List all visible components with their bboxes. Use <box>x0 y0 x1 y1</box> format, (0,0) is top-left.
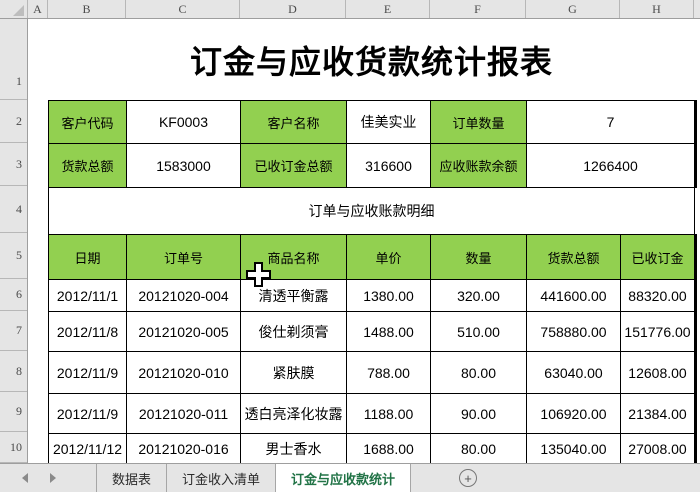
column-header-d[interactable]: D <box>240 0 346 18</box>
row-header-strip: 1 2 3 4 5 6 7 8 9 10 <box>0 19 28 463</box>
prev-sheet-icon[interactable] <box>22 473 28 483</box>
detail-cell[interactable]: 80.00 <box>431 352 526 393</box>
detail-cell[interactable]: 透白亮泽化妆露 <box>241 394 346 433</box>
detail-cell[interactable]: 20121020-011 <box>127 394 240 433</box>
summary-value[interactable]: 佳美实业 <box>347 101 430 143</box>
detail-cell[interactable]: 88320.00 <box>621 280 694 311</box>
summary-label[interactable]: 应收账款余额 <box>431 144 526 187</box>
summary-value[interactable]: 316600 <box>347 144 430 187</box>
detail-header-cell[interactable]: 数量 <box>431 235 526 279</box>
column-header-filler <box>694 0 700 18</box>
detail-cell[interactable]: 20121020-004 <box>127 280 240 311</box>
detail-header-cell[interactable]: 货款总额 <box>527 235 620 279</box>
detail-cell[interactable]: 2012/11/1 <box>49 280 126 311</box>
detail-cell[interactable]: 27008.00 <box>621 434 694 463</box>
sheet-tab-data[interactable]: 数据表 <box>96 464 166 492</box>
sheet-nav <box>0 464 96 492</box>
detail-cell[interactable]: 758880.00 <box>527 312 620 351</box>
select-all-triangle-icon <box>13 5 24 16</box>
summary-label[interactable]: 已收订金总额 <box>241 144 346 187</box>
row-header-10[interactable]: 10 <box>0 432 27 463</box>
detail-cell[interactable]: 135040.00 <box>527 434 620 463</box>
detail-cell[interactable]: 20121020-016 <box>127 434 240 463</box>
detail-cell[interactable]: 788.00 <box>347 352 430 393</box>
detail-cell[interactable]: 20121020-005 <box>127 312 240 351</box>
detail-table: 日期 订单号 商品名称 单价 数量 货款总额 已收订金 2012/11/1 20… <box>48 234 697 464</box>
detail-cell[interactable]: 清透平衡露 <box>241 280 346 311</box>
row-header-5[interactable]: 5 <box>0 233 27 279</box>
column-header-e[interactable]: E <box>346 0 430 18</box>
detail-cell[interactable]: 510.00 <box>431 312 526 351</box>
sheet-tab-deposit-income[interactable]: 订金收入清单 <box>166 464 275 492</box>
row-header-9[interactable]: 9 <box>0 392 27 432</box>
summary-value[interactable]: 7 <box>527 101 694 143</box>
sheet-tab-deposit-receivable-stats[interactable]: 订金与应收款统计 <box>275 464 412 492</box>
row-header-2[interactable]: 2 <box>0 100 27 143</box>
detail-cell[interactable]: 12608.00 <box>621 352 694 393</box>
detail-cell[interactable]: 2012/11/12 <box>49 434 126 463</box>
detail-header-cell[interactable]: 已收订金 <box>621 235 694 279</box>
summary-label[interactable]: 客户名称 <box>241 101 346 143</box>
plus-icon: + <box>459 469 478 487</box>
detail-cell[interactable]: 106920.00 <box>527 394 620 433</box>
detail-cell[interactable]: 151776.00 <box>621 312 694 351</box>
detail-cell[interactable]: 2012/11/9 <box>49 394 126 433</box>
detail-cell[interactable]: 男士香水 <box>241 434 346 463</box>
row-header-1[interactable]: 1 <box>0 19 27 100</box>
detail-cell[interactable]: 1380.00 <box>347 280 430 311</box>
select-all-corner[interactable] <box>0 0 28 18</box>
row-header-8[interactable]: 8 <box>0 351 27 392</box>
column-header-f[interactable]: F <box>430 0 526 18</box>
detail-cell[interactable]: 1188.00 <box>347 394 430 433</box>
detail-cell[interactable]: 21384.00 <box>621 394 694 433</box>
column-header-c[interactable]: C <box>126 0 240 18</box>
summary-label[interactable]: 货款总额 <box>49 144 126 187</box>
detail-header-cell[interactable]: 单价 <box>347 235 430 279</box>
column-header-b[interactable]: B <box>48 0 126 18</box>
summary-table: 客户代码 KF0003 客户名称 佳美实业 订单数量 7 货款总额 158300… <box>48 100 697 188</box>
detail-header-cell[interactable]: 商品名称 <box>241 235 346 279</box>
summary-label[interactable]: 客户代码 <box>49 101 126 143</box>
column-header-strip: A B C D E F G H <box>0 0 700 19</box>
detail-cell[interactable]: 63040.00 <box>527 352 620 393</box>
row-header-3[interactable]: 3 <box>0 143 27 186</box>
column-header-a[interactable]: A <box>28 0 48 18</box>
detail-cell[interactable]: 90.00 <box>431 394 526 433</box>
detail-header-cell[interactable]: 日期 <box>49 235 126 279</box>
next-sheet-icon[interactable] <box>50 473 56 483</box>
detail-cell[interactable]: 1488.00 <box>347 312 430 351</box>
detail-cell[interactable]: 俊仕剃须膏 <box>241 312 346 351</box>
column-header-h[interactable]: H <box>620 0 694 18</box>
summary-value[interactable]: 1583000 <box>127 144 240 187</box>
summary-label[interactable]: 订单数量 <box>431 101 526 143</box>
summary-value[interactable]: KF0003 <box>127 101 240 143</box>
summary-value[interactable]: 1266400 <box>527 144 694 187</box>
detail-cell[interactable]: 320.00 <box>431 280 526 311</box>
sheet-tab-bar: 数据表 订金收入清单 订金与应收款统计 + <box>0 463 700 492</box>
add-sheet-button[interactable]: + <box>459 464 478 492</box>
detail-cell[interactable]: 紧肤膜 <box>241 352 346 393</box>
column-header-g[interactable]: G <box>526 0 620 18</box>
detail-cell[interactable]: 2012/11/9 <box>49 352 126 393</box>
detail-cell[interactable]: 80.00 <box>431 434 526 463</box>
detail-cell[interactable]: 20121020-010 <box>127 352 240 393</box>
row-header-6[interactable]: 6 <box>0 279 27 311</box>
report-title[interactable]: 订金与应收货款统计报表 <box>189 43 553 80</box>
detail-cell[interactable]: 441600.00 <box>527 280 620 311</box>
row-header-7[interactable]: 7 <box>0 311 27 351</box>
detail-cell[interactable]: 2012/11/8 <box>49 312 126 351</box>
detail-cell[interactable]: 1688.00 <box>347 434 430 463</box>
section-header-cell[interactable]: 订单与应收账款明细 <box>48 187 695 235</box>
detail-header-cell[interactable]: 订单号 <box>127 235 240 279</box>
row-header-4[interactable]: 4 <box>0 186 27 233</box>
